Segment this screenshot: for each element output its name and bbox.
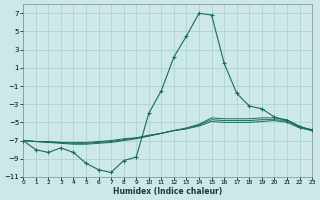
X-axis label: Humidex (Indice chaleur): Humidex (Indice chaleur) [113,187,222,196]
